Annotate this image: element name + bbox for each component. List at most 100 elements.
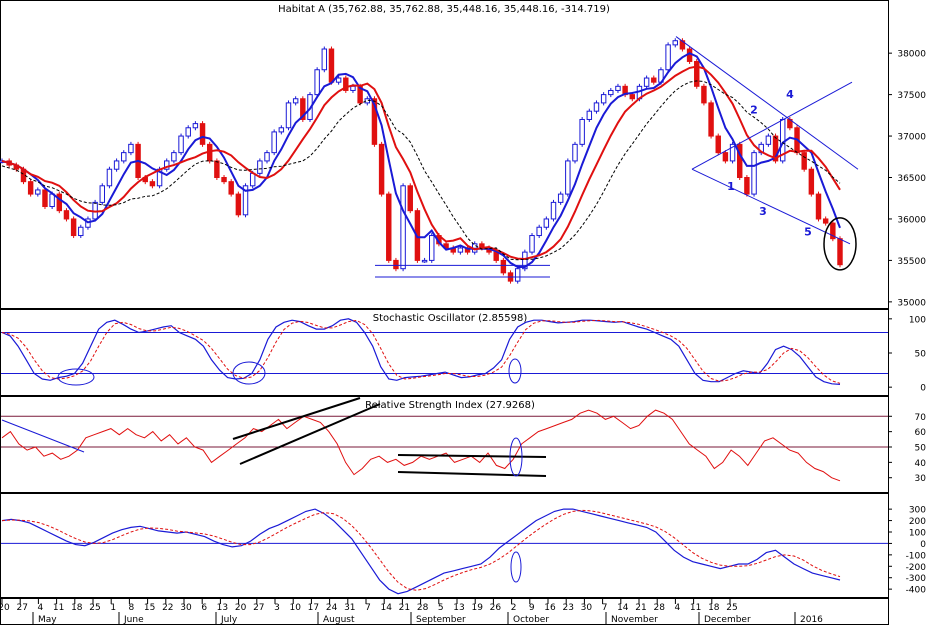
y-tick-label: 36500 <box>897 174 926 184</box>
candle <box>808 168 815 195</box>
candle <box>257 160 263 174</box>
ma-long-line <box>1 80 841 261</box>
month-label: 2016 <box>800 615 823 625</box>
candle <box>822 218 829 224</box>
candle <box>321 48 328 71</box>
ma-fast-line <box>1 52 841 268</box>
rsi-channel-line <box>397 454 547 458</box>
y-tick-label: 30 <box>915 474 927 484</box>
x-tick-label: 24 <box>326 603 338 613</box>
candle <box>765 135 772 145</box>
month-label: July <box>220 615 238 625</box>
candle <box>457 247 464 253</box>
candle <box>56 193 63 212</box>
candle <box>99 185 105 203</box>
candle <box>328 48 335 83</box>
candle <box>543 218 550 228</box>
candle <box>744 177 750 195</box>
y-tick-label: 37000 <box>897 133 926 143</box>
candle <box>729 143 736 162</box>
candle <box>350 85 356 91</box>
x-tick-label: 31 <box>344 603 355 613</box>
candle <box>565 160 571 195</box>
price-chart-title: Habitat A (35,762.88, 35,762.88, 35,448.… <box>278 4 610 15</box>
x-tick-label: 7 <box>602 603 608 613</box>
candle <box>128 143 134 154</box>
rsi-channel-line <box>397 471 547 477</box>
candle <box>235 193 242 216</box>
x-tick-label: 6 <box>201 603 207 613</box>
wedge-upper-line <box>675 36 859 170</box>
candle <box>106 168 113 187</box>
candle <box>772 135 779 162</box>
x-tick-label: 13 <box>453 603 464 613</box>
x-tick-label: 2 <box>511 603 517 613</box>
x-tick-label: 25 <box>89 603 100 613</box>
rsi-downtrend-line <box>1 419 85 453</box>
month-label: June <box>123 615 144 625</box>
month-label: October <box>513 615 549 625</box>
y-tick-label: 36000 <box>897 215 926 225</box>
rsi-highlight <box>509 437 523 477</box>
candle <box>393 259 399 270</box>
candle <box>300 98 306 120</box>
y-tick-label: 60 <box>915 428 927 438</box>
rsi-trendline <box>239 403 381 465</box>
x-tick-label: 25 <box>726 603 737 613</box>
candle <box>335 77 342 83</box>
candle <box>407 185 413 212</box>
stochastic-k-line <box>1 318 841 385</box>
month-label: November <box>611 615 658 625</box>
wave-label: 1 <box>727 180 735 193</box>
y-tick-label: 50 <box>915 350 927 360</box>
rsi-trendline <box>232 397 361 440</box>
y-tick-label: 38000 <box>897 50 926 60</box>
candle <box>715 135 721 154</box>
rsi-title: Relative Strength Index (27.9268) <box>365 400 535 411</box>
candle <box>593 102 600 112</box>
x-tick-label: 4 <box>675 603 681 613</box>
y-tick-label: 70 <box>915 413 927 423</box>
x-tick-label: 26 <box>490 603 502 613</box>
stochastic-panel: 0 50 100 <box>1 315 927 394</box>
candle <box>278 127 285 133</box>
candle <box>164 160 170 170</box>
x-tick-label: 11 <box>53 603 64 613</box>
candle <box>292 98 299 104</box>
candle <box>113 160 120 170</box>
candle <box>149 181 156 187</box>
candle <box>214 160 220 179</box>
candle <box>522 251 528 270</box>
x-tick-label: 10 <box>289 603 301 613</box>
x-tick-label: 20 <box>0 603 10 613</box>
candle <box>529 235 535 253</box>
wave-label: 5 <box>804 226 812 239</box>
x-tick-label: 18 <box>71 603 83 613</box>
candle <box>801 152 807 170</box>
candle <box>665 44 671 71</box>
y-tick-label: 35500 <box>897 257 926 267</box>
candle <box>830 222 836 240</box>
x-tick-label: 28 <box>653 603 665 613</box>
stochastic-d-line <box>1 319 841 384</box>
wedge-lower-line <box>691 168 851 245</box>
candle <box>815 193 822 220</box>
candle <box>629 94 636 100</box>
x-tick-label: 22 <box>162 603 173 613</box>
candle <box>249 172 256 187</box>
x-tick-label: 28 <box>417 603 429 613</box>
candle <box>343 77 349 91</box>
x-tick-label: 23 <box>562 603 573 613</box>
candle <box>751 152 757 195</box>
rsi-panel: 30 40 50 60 70 <box>1 397 927 484</box>
x-tick-label: 13 <box>217 603 228 613</box>
candle <box>493 251 499 261</box>
candle <box>615 85 621 91</box>
candle <box>63 210 70 220</box>
x-tick-label: 30 <box>581 603 593 613</box>
y-tick-label: 0 <box>920 540 926 550</box>
x-tick-label: 27 <box>253 603 264 613</box>
y-tick-label: 40 <box>915 459 927 469</box>
candle <box>429 235 435 261</box>
